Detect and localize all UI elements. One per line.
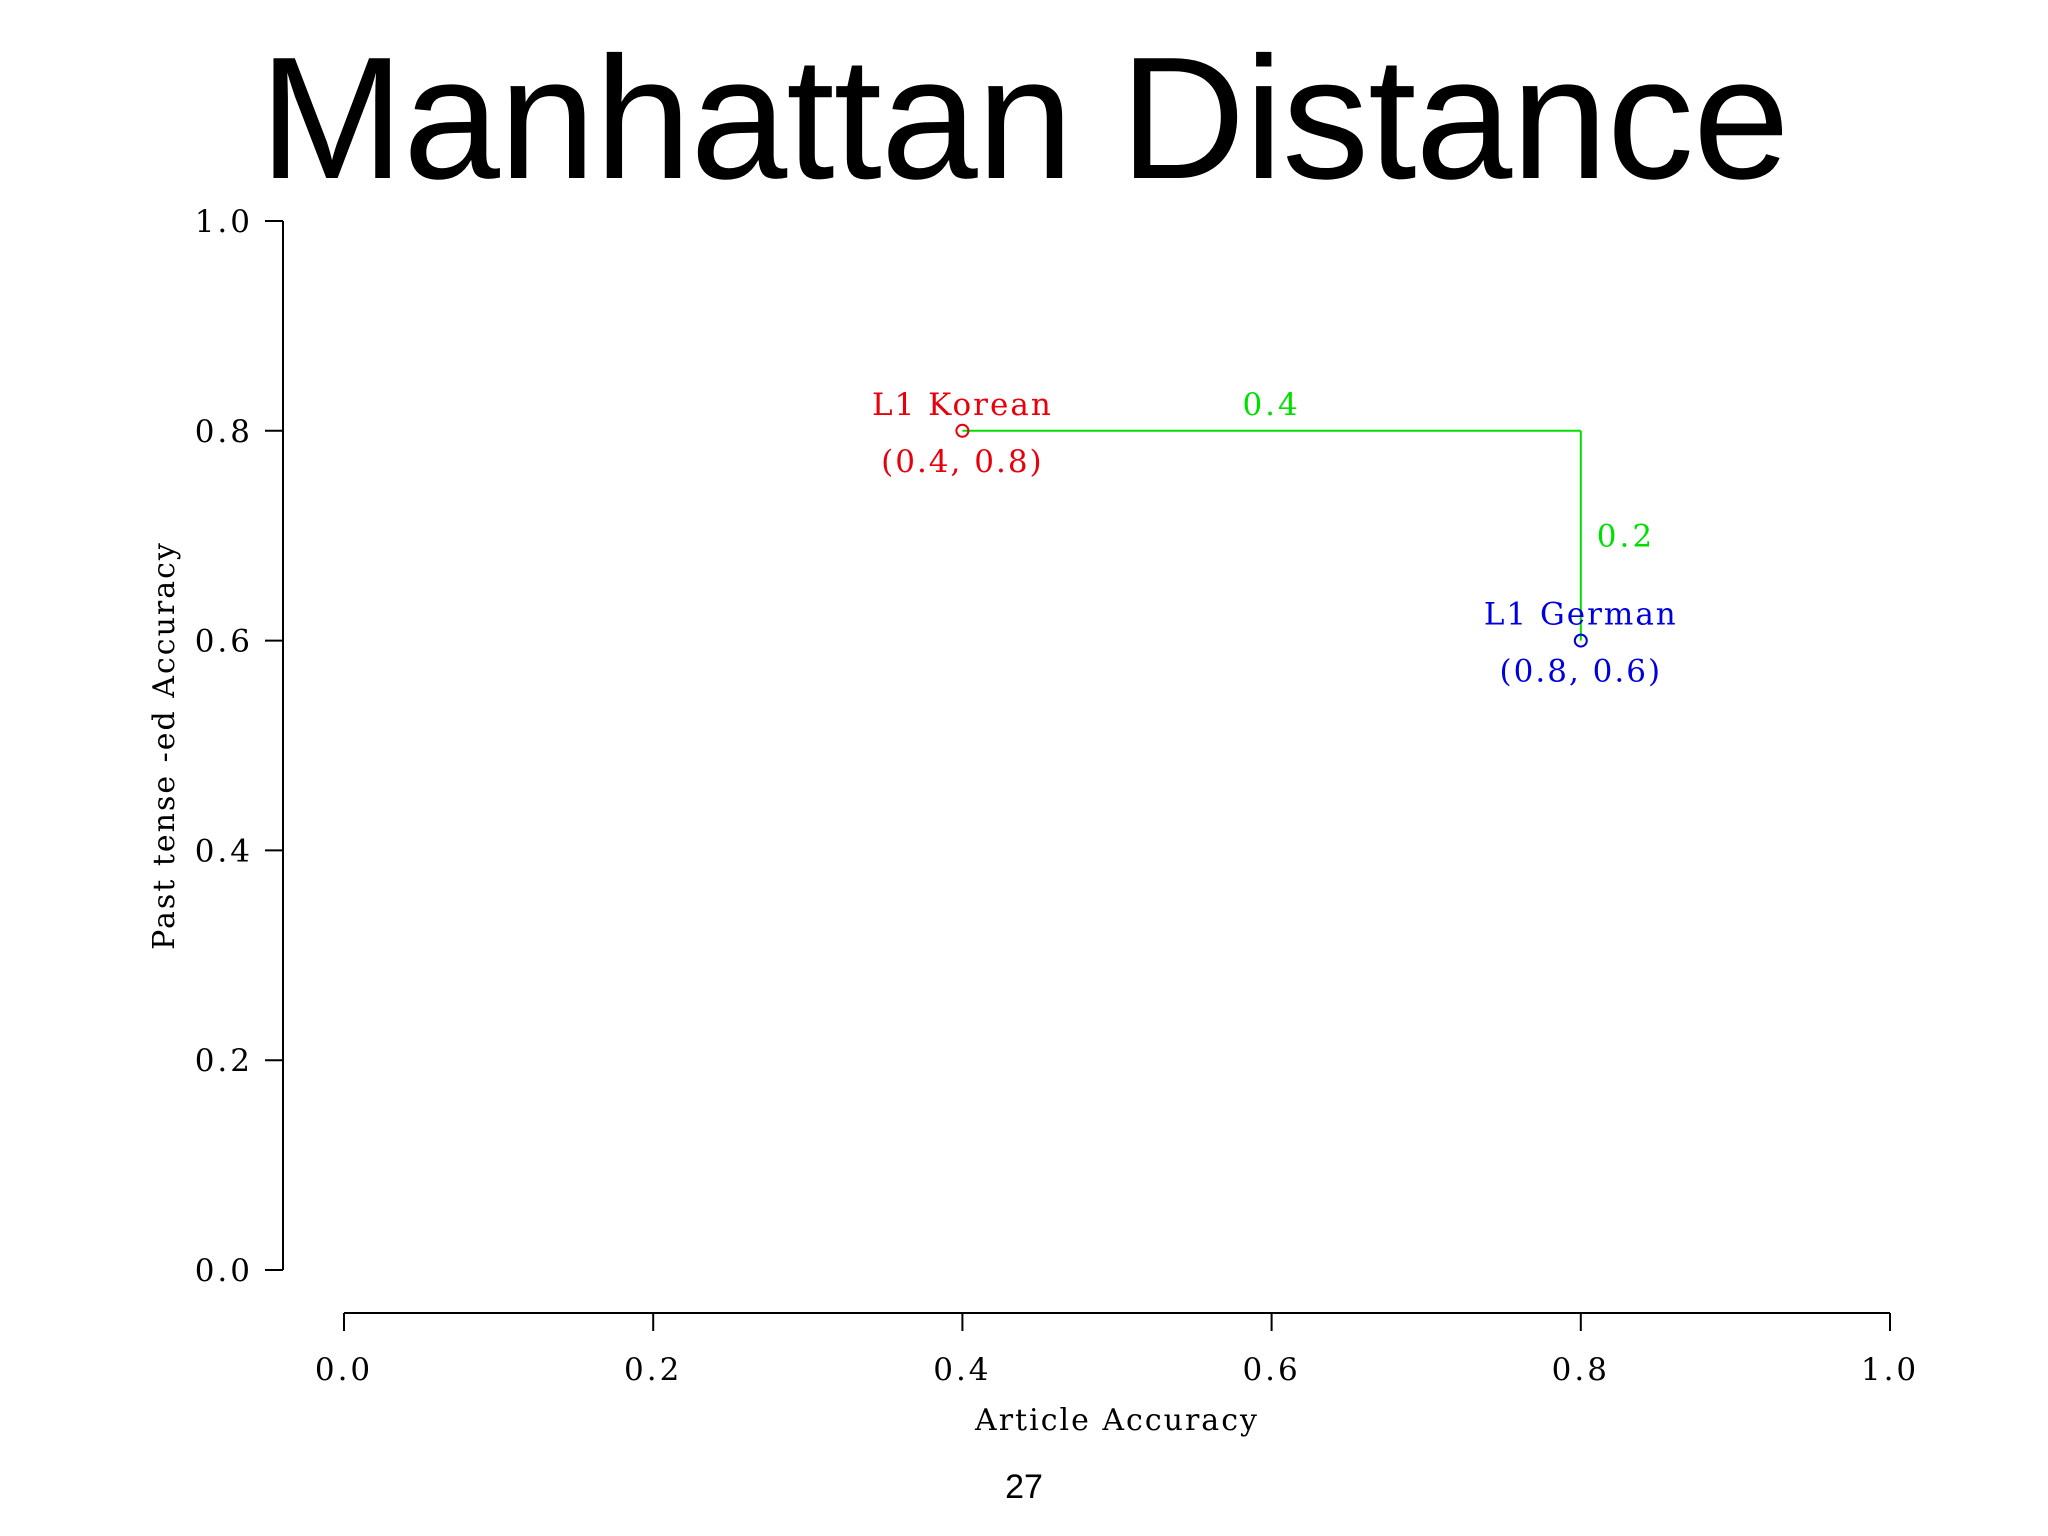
point-coordinate-label: (0.8, 0.6) — [1500, 654, 1663, 690]
y-tick-label: 1.0 — [195, 204, 253, 240]
slide-title: Manhattan Distance — [259, 20, 1790, 215]
x-tick-label: 0.0 — [315, 1352, 373, 1388]
point-name-label: L1 Korean — [872, 387, 1053, 423]
y-tick-label: 0.2 — [195, 1043, 253, 1079]
x-tick-label: 1.0 — [1861, 1352, 1919, 1388]
point-coordinate-label: (0.4, 0.8) — [881, 444, 1044, 480]
distance-path: 0.4 0.2 — [962, 387, 1655, 641]
x-axis: 0.0 0.2 0.4 0.6 0.8 1.0 — [315, 1312, 1919, 1388]
y-tick-label: 0.8 — [195, 414, 253, 450]
point-name-label: L1 German — [1484, 597, 1678, 633]
page-number: 27 — [1005, 1468, 1043, 1506]
data-point — [1573, 633, 1588, 648]
x-tick-label: 0.2 — [624, 1352, 682, 1388]
y-axis: 0.0 0.2 0.4 0.6 0.8 1.0 — [195, 204, 284, 1289]
y-axis-label: Past tense -ed Accuracy — [147, 541, 182, 950]
y-tick-label: 0.6 — [195, 624, 253, 660]
y-tick-label: 0.0 — [195, 1253, 253, 1289]
x-tick-label: 0.8 — [1552, 1352, 1610, 1388]
horizontal-distance-label: 0.4 — [1242, 387, 1300, 423]
x-tick-label: 0.4 — [933, 1352, 991, 1388]
x-tick-label: 0.6 — [1242, 1352, 1300, 1388]
data-points: L1 Korean (0.4, 0.8) L1 German (0.8, 0.6) — [872, 387, 1678, 690]
y-tick-label: 0.4 — [195, 833, 253, 869]
x-axis-label: Article Accuracy — [974, 1403, 1259, 1438]
vertical-distance-label: 0.2 — [1597, 519, 1655, 555]
data-point — [955, 423, 970, 438]
